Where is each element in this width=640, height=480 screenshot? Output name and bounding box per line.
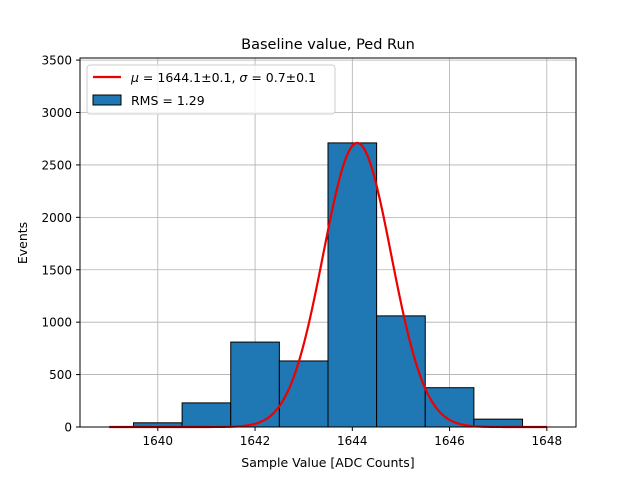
- legend-mu-value: = 1644.1±0.1,: [139, 70, 239, 85]
- y-tick-label: 0: [64, 421, 72, 435]
- y-axis-ticks: 0 500 1000 1500 2000 2500 3000 3500: [41, 54, 80, 435]
- plot-frame: [79, 57, 577, 428]
- x-axis-ticks: 1640 1642 1644 1646 1648: [143, 427, 563, 448]
- x-tick-label: 1648: [532, 434, 563, 448]
- legend-histogram-label: RMS = 1.29: [131, 93, 205, 108]
- x-tick-label: 1644: [337, 434, 368, 448]
- legend-fit-label: μ = 1644.1±0.1, σ = 0.7±0.1: [130, 70, 316, 85]
- x-tick-label: 1646: [434, 434, 465, 448]
- legend-histogram-swatch: [92, 94, 122, 106]
- legend-mu-symbol: μ: [130, 70, 139, 85]
- y-tick-label: 1000: [41, 316, 72, 330]
- y-tick-label: 2000: [41, 211, 72, 225]
- y-tick-label: 3500: [41, 54, 72, 68]
- y-axis-label: Events: [15, 222, 30, 264]
- y-tick-label: 1500: [41, 263, 72, 277]
- y-tick-label: 500: [49, 368, 72, 382]
- y-tick-label: 2500: [41, 158, 72, 172]
- legend-sigma-value: = 0.7±0.1: [247, 70, 316, 85]
- x-axis-label: Sample Value [ADC Counts]: [241, 455, 414, 470]
- histogram-bar: [376, 315, 426, 428]
- x-tick-label: 1640: [143, 434, 174, 448]
- histogram-bars: [132, 142, 524, 428]
- legend-box: [86, 64, 336, 115]
- x-tick-label: 1642: [240, 434, 271, 448]
- histogram-bar: [181, 402, 232, 428]
- legend-sigma-symbol: σ: [239, 70, 248, 85]
- legend: μ = 1644.1±0.1, σ = 0.7±0.1 RMS = 1.29: [86, 64, 336, 115]
- chart-title: Baseline value, Ped Run: [241, 37, 415, 53]
- histogram-bar: [327, 142, 378, 428]
- y-tick-label: 3000: [41, 106, 72, 120]
